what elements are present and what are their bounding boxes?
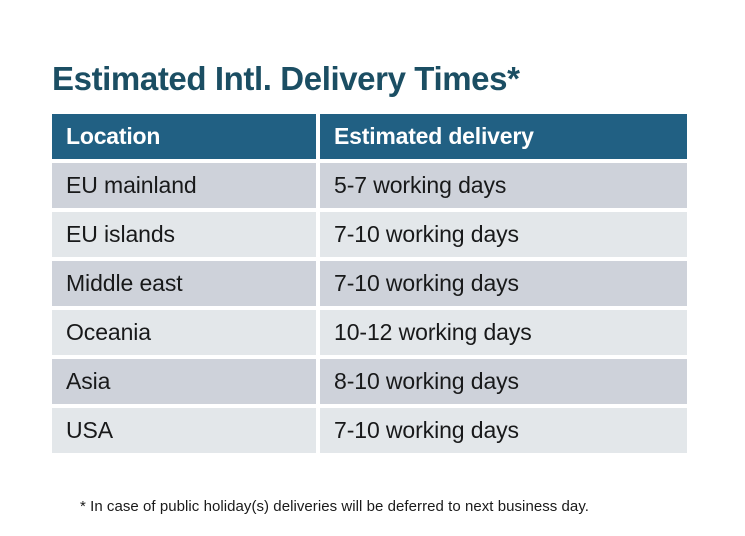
page-title: Estimated Intl. Delivery Times* xyxy=(52,60,520,98)
table-header-row: Location Estimated delivery xyxy=(52,114,687,159)
footnote: * In case of public holiday(s) deliverie… xyxy=(80,498,589,515)
column-header-location: Location xyxy=(52,114,316,159)
cell-delivery: 10-12 working days xyxy=(320,310,687,355)
table-header: Location Estimated delivery xyxy=(52,114,687,159)
cell-location: EU mainland xyxy=(52,163,316,208)
cell-location: Middle east xyxy=(52,261,316,306)
table-row: Middle east 7-10 working days xyxy=(52,261,687,306)
cell-delivery: 7-10 working days xyxy=(320,261,687,306)
cell-delivery: 8-10 working days xyxy=(320,359,687,404)
column-header-estimated-delivery: Estimated delivery xyxy=(320,114,687,159)
cell-location: USA xyxy=(52,408,316,453)
table-row: EU islands 7-10 working days xyxy=(52,212,687,257)
cell-delivery: 5-7 working days xyxy=(320,163,687,208)
table-row: Asia 8-10 working days xyxy=(52,359,687,404)
table-body: EU mainland 5-7 working days EU islands … xyxy=(52,163,687,453)
table-row: EU mainland 5-7 working days xyxy=(52,163,687,208)
table-row: Oceania 10-12 working days xyxy=(52,310,687,355)
cell-location: EU islands xyxy=(52,212,316,257)
cell-delivery: 7-10 working days xyxy=(320,408,687,453)
cell-location: Asia xyxy=(52,359,316,404)
cell-delivery: 7-10 working days xyxy=(320,212,687,257)
delivery-times-table: Location Estimated delivery EU mainland … xyxy=(48,110,691,457)
table-row: USA 7-10 working days xyxy=(52,408,687,453)
cell-location: Oceania xyxy=(52,310,316,355)
